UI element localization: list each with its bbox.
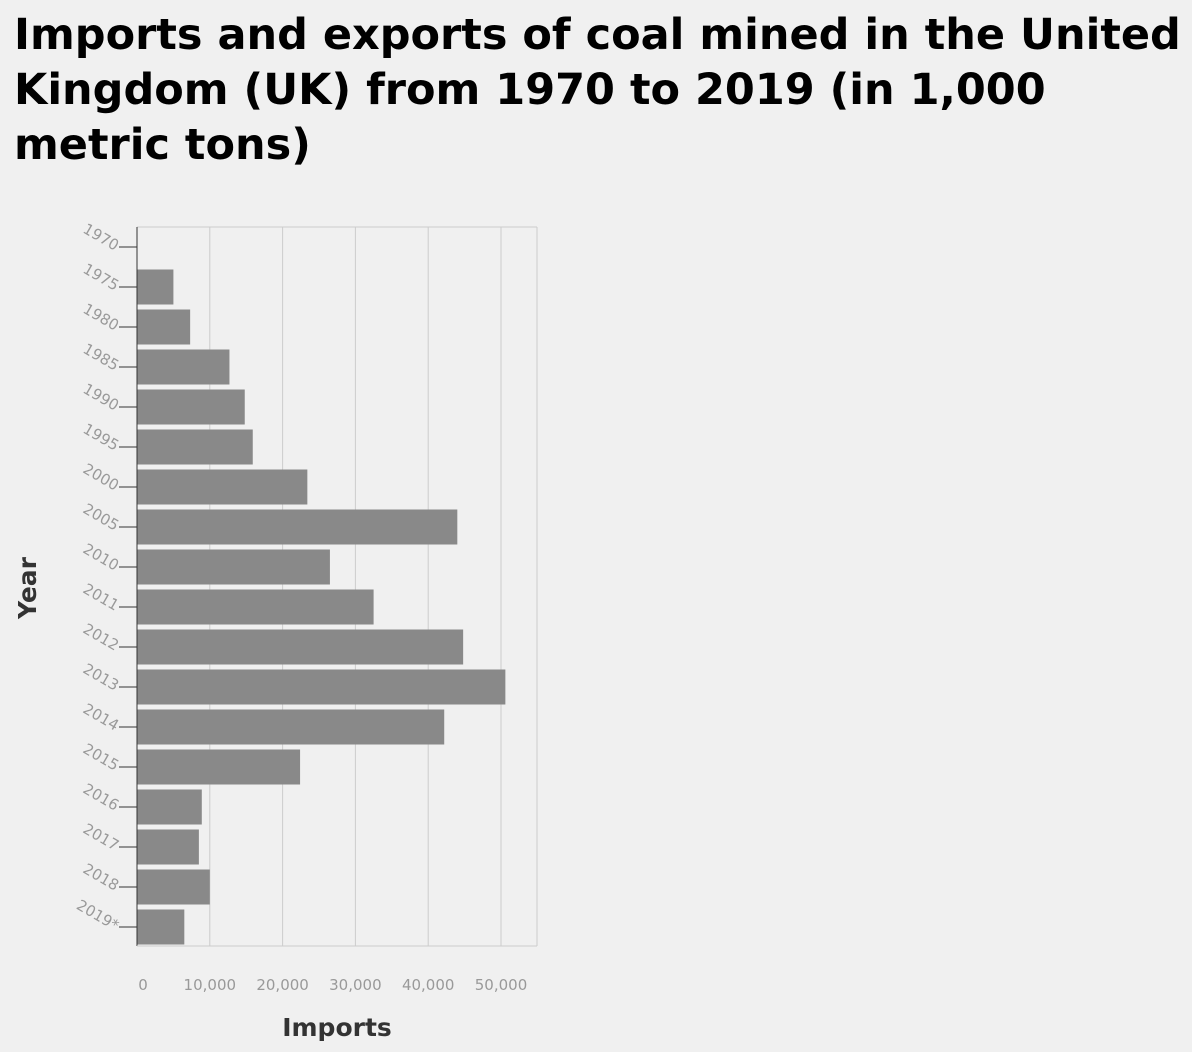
y-tick-label: 2019* bbox=[73, 896, 122, 935]
y-tick-label: 1995 bbox=[80, 420, 122, 455]
y-tick-label: 2012 bbox=[80, 620, 122, 655]
bar bbox=[137, 549, 330, 585]
y-tick-label: 1975 bbox=[80, 260, 122, 295]
bar bbox=[137, 389, 245, 425]
y-tick-label: 2011 bbox=[80, 580, 122, 615]
bar bbox=[137, 629, 464, 665]
bar bbox=[137, 269, 174, 305]
x-axis-title: Imports bbox=[282, 1013, 392, 1042]
y-tick-label: 1985 bbox=[80, 340, 122, 375]
bar bbox=[137, 789, 202, 825]
y-tick-label: 2018 bbox=[80, 860, 122, 895]
x-tick-label: 40,000 bbox=[402, 976, 455, 994]
chart-title: Imports and exports of coal mined in the… bbox=[14, 10, 1181, 170]
y-tick-label: 2000 bbox=[80, 460, 122, 495]
y-tick-label: 2016 bbox=[80, 780, 122, 815]
x-tick-label: 30,000 bbox=[329, 976, 382, 994]
y-tick-label: 1980 bbox=[80, 300, 122, 335]
x-tick-label: 0 bbox=[138, 976, 148, 994]
bars bbox=[137, 269, 506, 945]
x-tick-labels: 0 10,000 20,000 30,000 40,000 50,000 bbox=[138, 976, 527, 994]
bar bbox=[137, 829, 199, 865]
y-tick-label: 2015 bbox=[80, 740, 122, 775]
y-tick-label: 2017 bbox=[80, 820, 122, 855]
bar bbox=[137, 669, 506, 705]
y-tick-label: 1970 bbox=[80, 220, 122, 255]
axes bbox=[119, 227, 537, 947]
bar bbox=[137, 709, 445, 745]
x-tick-label: 50,000 bbox=[475, 976, 528, 994]
y-tick-labels: 1970 1975 1980 1985 1990 1995 2000 2005 2010 2011… bbox=[73, 220, 122, 935]
y-tick-label: 2014 bbox=[80, 700, 122, 735]
x-tick-label: 20,000 bbox=[256, 976, 309, 994]
bar bbox=[137, 749, 301, 785]
bar bbox=[137, 909, 185, 945]
bar bbox=[137, 469, 308, 505]
y-axis-title: Year bbox=[13, 556, 42, 620]
bar bbox=[137, 309, 191, 345]
bar bbox=[137, 509, 458, 545]
grid-lines bbox=[137, 226, 538, 946]
y-tick-label: 2005 bbox=[80, 500, 122, 535]
y-tick-label: 2010 bbox=[80, 540, 122, 575]
bar bbox=[137, 869, 210, 905]
y-tick-label: 1990 bbox=[80, 380, 122, 415]
bar bbox=[137, 589, 374, 625]
bar bbox=[137, 349, 230, 385]
bar bbox=[137, 429, 253, 465]
x-tick-label: 10,000 bbox=[184, 976, 237, 994]
y-tick-label: 2013 bbox=[80, 660, 122, 695]
